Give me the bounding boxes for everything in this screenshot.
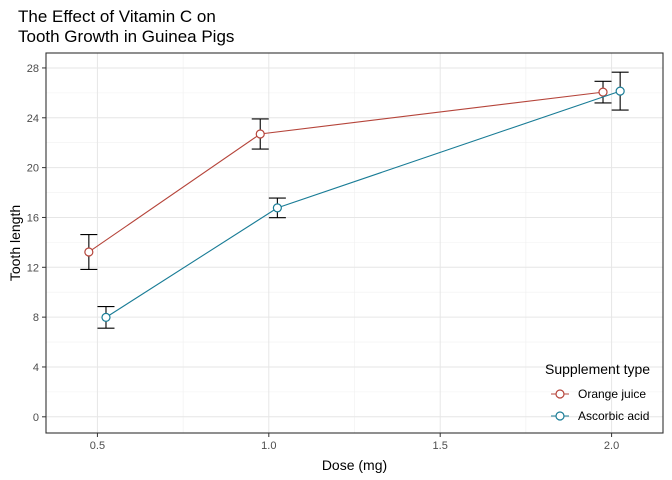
x-axis: 0.5 1.0 1.5 2.0: [90, 433, 619, 452]
grid-minor: [46, 53, 663, 433]
legend: Supplement type Orange juice Ascorbic aci…: [545, 361, 650, 423]
y-tick-label: 4: [33, 362, 39, 374]
x-tick-label: 2.0: [604, 440, 619, 452]
data-point: [255, 129, 265, 139]
data-point: [615, 86, 625, 96]
legend-label: Ascorbic acid: [578, 409, 649, 423]
chart-title-line-1: The Effect of Vitamin C on: [18, 7, 216, 26]
x-tick-label: 1.0: [261, 440, 276, 452]
y-tick-label: 16: [27, 212, 39, 224]
x-tick-label: 0.5: [90, 440, 105, 452]
data-point: [272, 203, 282, 213]
legend-title: Supplement type: [545, 361, 650, 377]
legend-items: Orange juice Ascorbic acid: [551, 387, 649, 423]
data-point: [84, 247, 94, 257]
y-tick-label: 28: [27, 63, 39, 75]
y-axis: 0 4 8 12 16 20 24 28: [27, 63, 46, 424]
legend-item-orange-juice: Orange juice: [551, 387, 646, 401]
y-tick-label: 24: [27, 113, 39, 125]
x-axis-title: Dose (mg): [322, 457, 387, 473]
legend-key-point: [555, 389, 565, 399]
data-point: [101, 312, 111, 322]
y-axis-title: Tooth length: [7, 205, 23, 281]
plot-border: [45, 52, 664, 434]
y-tick-label: 12: [27, 262, 39, 274]
x-tick-label: 1.5: [433, 440, 448, 452]
y-tick-label: 8: [33, 312, 39, 324]
series-ascorbic-acid: [97, 71, 629, 329]
series-orange-juice: [80, 80, 612, 270]
y-tick-label: 20: [27, 163, 39, 175]
data-point: [598, 87, 608, 97]
legend-key-point: [555, 411, 565, 421]
y-tick-label: 0: [33, 412, 39, 424]
legend-item-ascorbic-acid: Ascorbic acid: [551, 409, 649, 423]
panel-border: [45, 52, 664, 434]
grid-major: [46, 53, 663, 433]
legend-label: Orange juice: [578, 387, 646, 401]
chart-title: The Effect of Vitamin C on Tooth Growth …: [18, 7, 234, 46]
chart-title-line-2: Tooth Growth in Guinea Pigs: [18, 27, 234, 46]
series-layer: [80, 71, 629, 329]
